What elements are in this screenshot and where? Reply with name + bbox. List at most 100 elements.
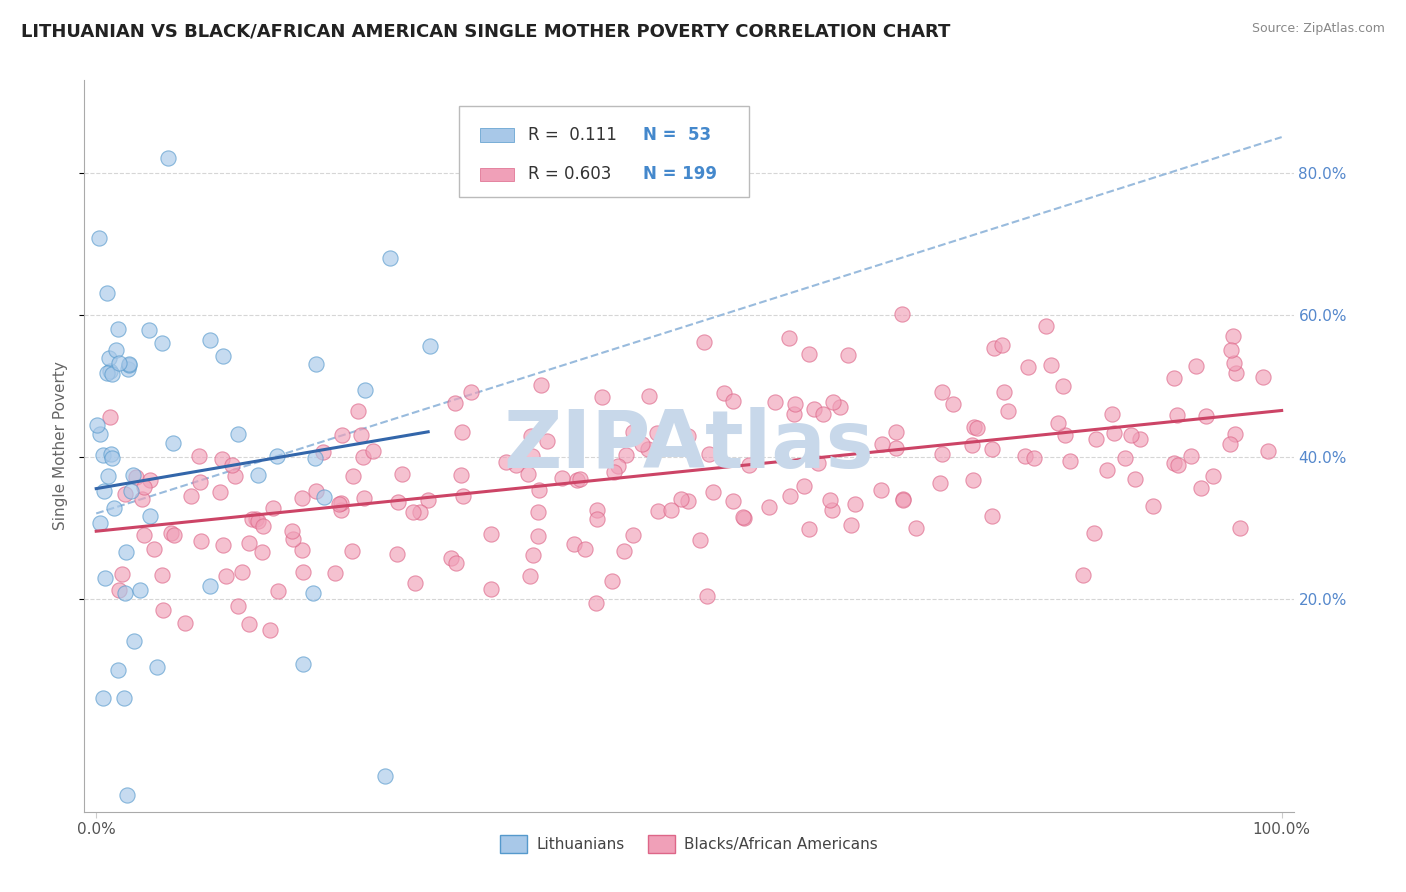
Point — [208, 485, 231, 500]
Point — [224, 469, 246, 483]
Point — [614, 448, 637, 462]
Point — [328, 497, 350, 511]
Point — [1123, 472, 1146, 486]
Point — [354, 383, 377, 397]
Point — [585, 596, 607, 610]
Point — [522, 548, 544, 562]
Point — [1119, 428, 1142, 442]
Point — [479, 582, 502, 596]
Point — [93, 483, 115, 498]
Point — [292, 565, 315, 579]
Point — [128, 582, 150, 597]
Point — [1219, 437, 1241, 451]
Point — [247, 514, 270, 528]
Point — [1059, 453, 1081, 467]
Point — [692, 334, 714, 349]
Bar — [479, 128, 513, 142]
Point — [349, 428, 371, 442]
Point — [905, 521, 928, 535]
Point — [520, 429, 543, 443]
Y-axis label: Single Mother Poverty: Single Mother Poverty — [53, 361, 69, 531]
Point — [1095, 463, 1118, 477]
Point — [536, 434, 558, 448]
Point — [440, 551, 463, 566]
Point — [114, 586, 136, 600]
Point — [931, 385, 953, 400]
Point — [839, 518, 862, 533]
Point — [281, 524, 304, 539]
Point — [623, 528, 645, 542]
Point — [323, 566, 346, 580]
Point — [93, 571, 115, 585]
Point — [586, 511, 609, 525]
Point — [267, 584, 290, 599]
Text: R =  0.111: R = 0.111 — [529, 126, 617, 144]
Point — [713, 385, 735, 400]
Point — [120, 484, 142, 499]
Point — [818, 492, 841, 507]
Point — [100, 447, 122, 461]
Point — [600, 574, 623, 588]
Point — [517, 467, 540, 482]
Point — [115, 545, 138, 559]
Text: N = 199: N = 199 — [643, 166, 717, 184]
Point — [645, 426, 668, 441]
Point — [733, 511, 755, 525]
Point — [101, 368, 124, 382]
Point — [1225, 366, 1247, 380]
Point — [173, 616, 195, 631]
Point — [638, 389, 661, 403]
Point — [446, 556, 468, 570]
Point — [527, 529, 550, 543]
Point — [1035, 319, 1057, 334]
Point — [520, 450, 543, 464]
Point — [811, 407, 834, 421]
Point — [353, 491, 375, 506]
Point — [152, 603, 174, 617]
Point — [1040, 358, 1063, 372]
Point — [1054, 428, 1077, 442]
Point — [89, 231, 111, 245]
Point — [347, 404, 370, 418]
Point — [180, 489, 202, 503]
Point — [758, 500, 780, 515]
Point — [797, 347, 820, 361]
Point — [763, 395, 786, 409]
Point — [212, 538, 235, 552]
Point — [1083, 525, 1105, 540]
Point — [696, 589, 718, 603]
Point — [107, 582, 129, 597]
Point — [163, 528, 186, 542]
Point — [1195, 409, 1218, 424]
Point — [1222, 329, 1244, 343]
Point — [721, 494, 744, 508]
Point — [669, 491, 692, 506]
Point — [330, 427, 353, 442]
Point — [697, 447, 720, 461]
Point — [139, 473, 162, 487]
Point — [450, 425, 472, 440]
Point — [188, 450, 211, 464]
Point — [312, 444, 335, 458]
Point — [380, 251, 402, 265]
Point — [245, 512, 267, 526]
Text: ZIPAtlas: ZIPAtlas — [503, 407, 875, 485]
Text: Source: ZipAtlas.com: Source: ZipAtlas.com — [1251, 22, 1385, 36]
Point — [1229, 521, 1251, 535]
Point — [1129, 432, 1152, 446]
Point — [238, 536, 260, 550]
Point — [190, 534, 212, 549]
Point — [312, 490, 335, 504]
Point — [991, 337, 1014, 351]
Point — [1189, 481, 1212, 495]
Point — [568, 472, 591, 486]
Point — [803, 401, 825, 416]
Point — [1163, 370, 1185, 384]
Point — [342, 468, 364, 483]
Point — [212, 350, 235, 364]
Point — [779, 489, 801, 503]
FancyBboxPatch shape — [460, 106, 749, 197]
Point — [821, 395, 844, 409]
Point — [231, 565, 253, 579]
Point — [115, 788, 138, 802]
